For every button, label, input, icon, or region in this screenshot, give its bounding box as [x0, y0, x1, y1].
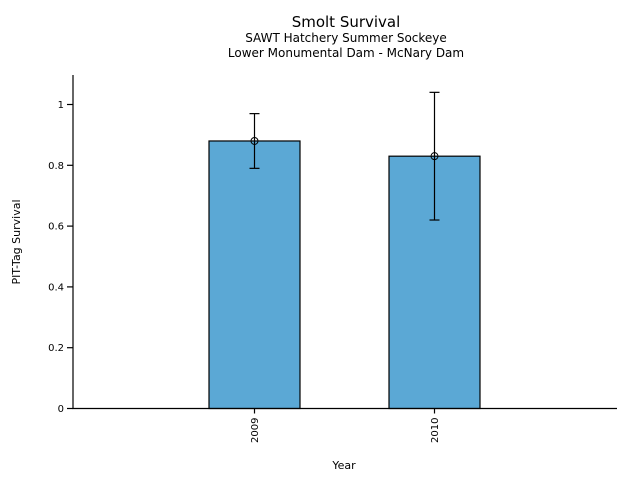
y-tick-label-0.4: 0.4 — [48, 282, 64, 293]
plot-area: 2009 2010 0 0.2 0.4 0.6 0.8 1 — [48, 91, 481, 443]
x-tick-label-2010: 2010 — [430, 418, 441, 443]
chart-subtitle-line1: SAWT Hatchery Summer Sockeye — [245, 31, 447, 45]
marker-2009 — [250, 136, 259, 145]
chart-subtitle-line2: Lower Monumental Dam - McNary Dam — [228, 46, 464, 60]
y-tick-label-0: 0 — [58, 404, 64, 415]
marker-2010 — [430, 152, 439, 161]
bar-2009 — [208, 140, 301, 410]
y-tick-label-0.8: 0.8 — [48, 161, 64, 172]
y-tick-label-0.6: 0.6 — [48, 222, 64, 233]
y-tick-label-1: 1 — [58, 100, 64, 111]
chart-title: Smolt Survival — [292, 13, 401, 31]
y-axis-title: PIT-Tag Survival — [10, 199, 23, 284]
y-tick-label-0.2: 0.2 — [48, 343, 64, 354]
x-axis-title: Year — [331, 459, 356, 472]
x-tick-label-2009: 2009 — [250, 418, 261, 443]
